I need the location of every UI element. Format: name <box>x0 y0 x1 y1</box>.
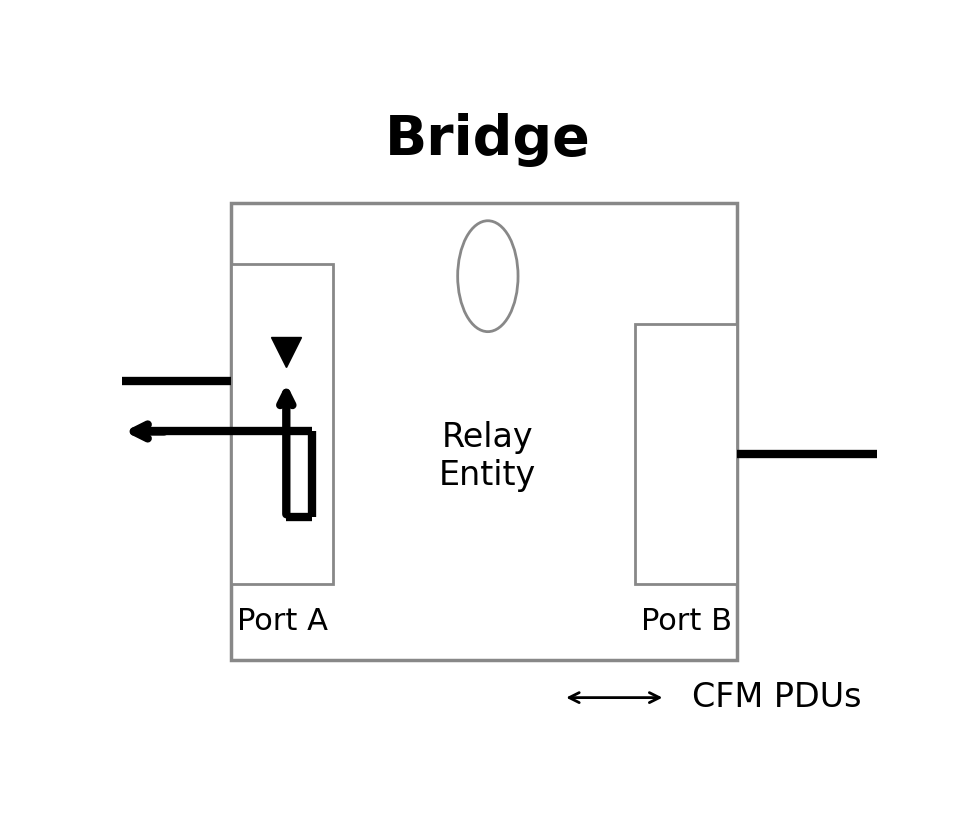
Text: Bridge: Bridge <box>385 113 590 167</box>
Bar <box>231 203 737 659</box>
Ellipse shape <box>458 221 518 332</box>
Text: Port B: Port B <box>641 607 731 636</box>
Text: Port A: Port A <box>237 607 328 636</box>
Bar <box>231 263 333 584</box>
Bar <box>635 323 737 584</box>
Text: CFM PDUs: CFM PDUs <box>692 681 861 714</box>
Text: Relay
Entity: Relay Entity <box>439 421 537 492</box>
